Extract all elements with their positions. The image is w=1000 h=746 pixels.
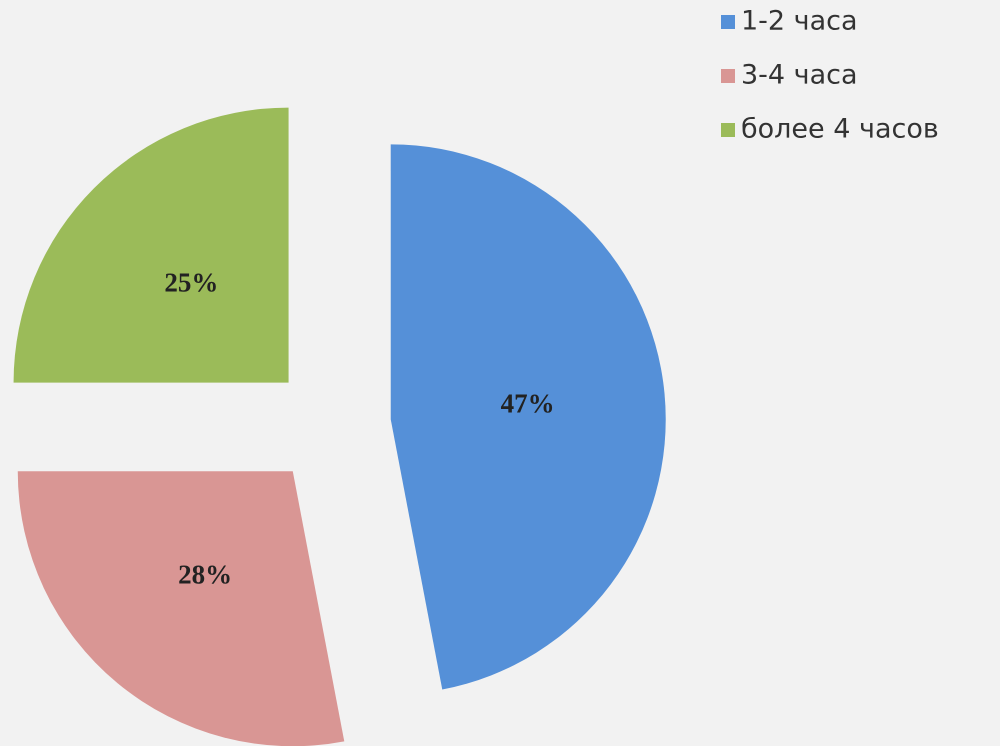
legend-label: 3-4 часа	[741, 60, 858, 91]
legend-label: 1-2 часа	[741, 6, 858, 37]
data-label: 28%	[178, 559, 232, 589]
pie-slice	[17, 471, 345, 746]
pie-slice	[390, 144, 666, 690]
legend-swatch	[721, 15, 735, 29]
legend-label: более 4 часов	[741, 114, 939, 145]
data-label: 47%	[501, 389, 555, 419]
legend-swatch	[721, 123, 735, 137]
data-label: 25%	[164, 268, 218, 298]
pie-slice	[13, 107, 289, 383]
legend-swatch	[721, 69, 735, 83]
